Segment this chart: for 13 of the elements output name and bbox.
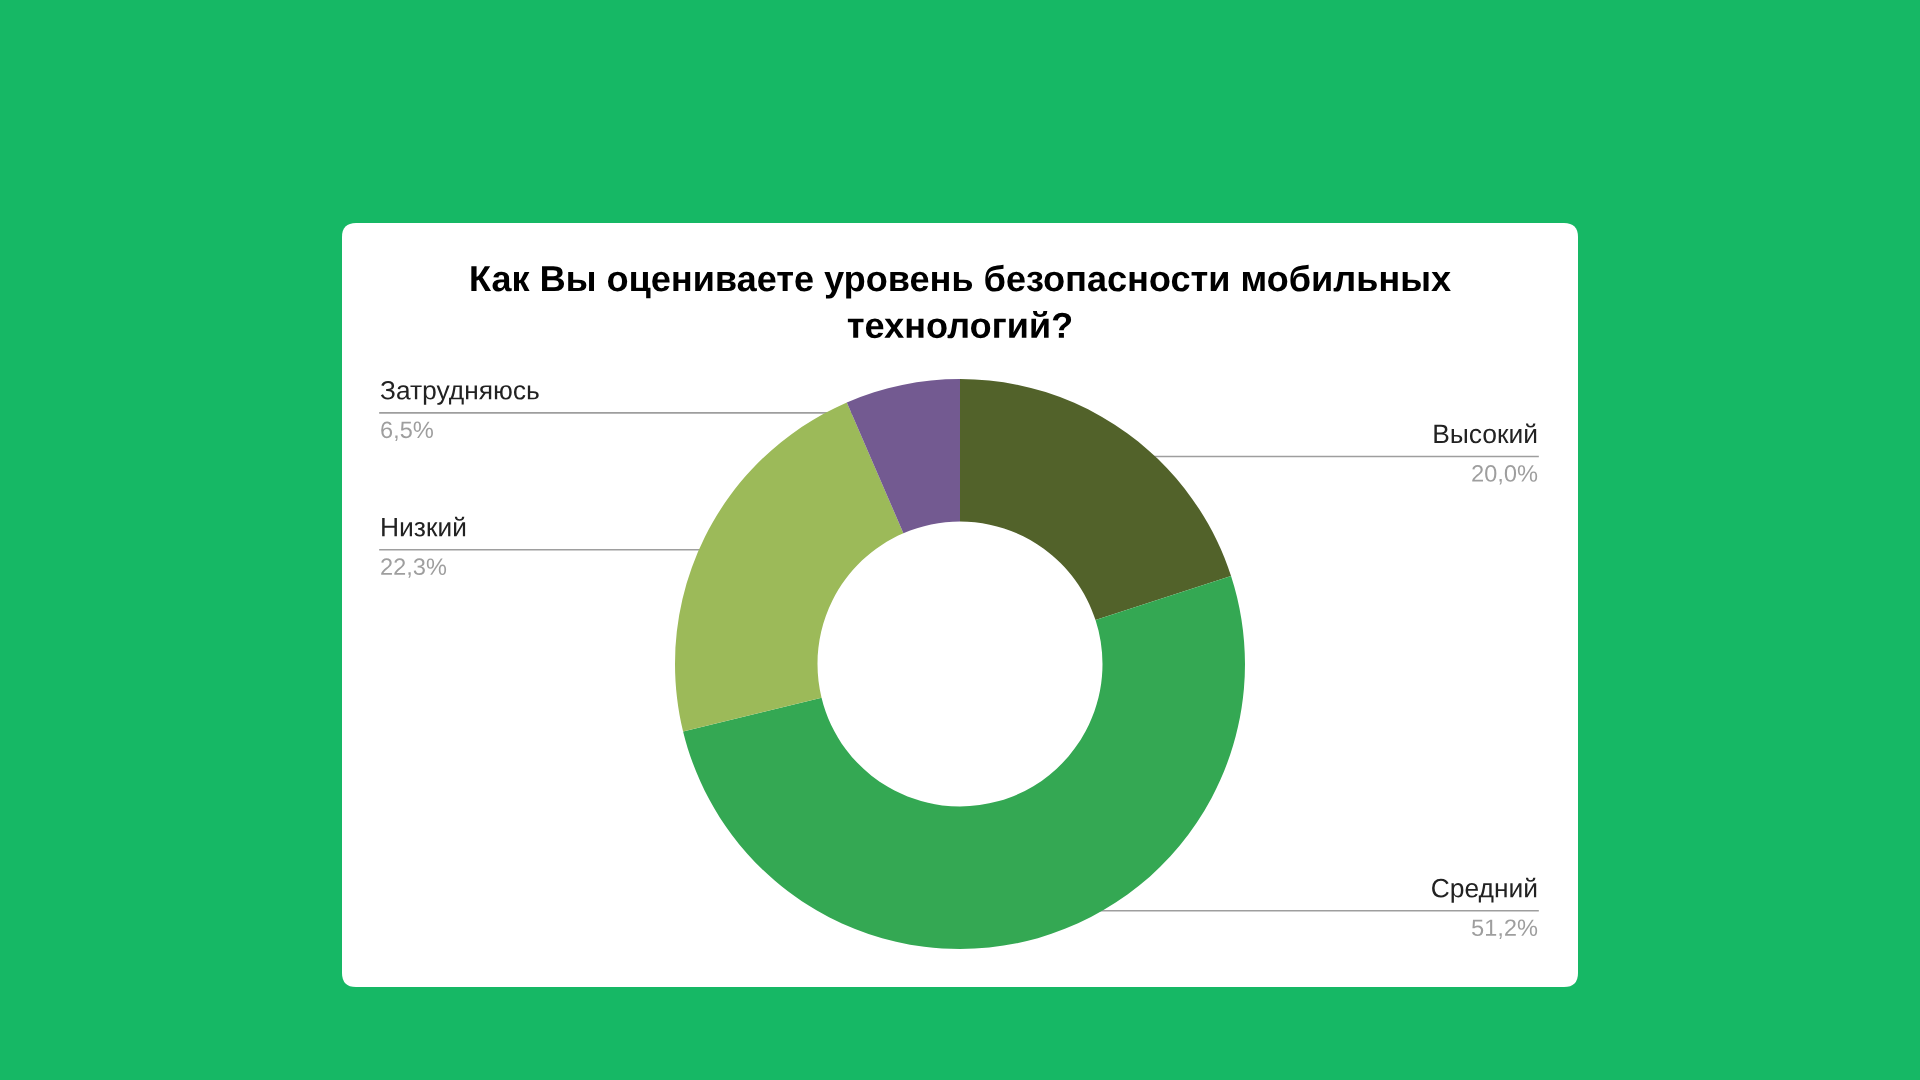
slice-label: Высокий — [1434, 423, 1537, 444]
chart-title: Как Вы оцениваете уровень безопасности мобильных технологий? — [471, 264, 1451, 339]
slice-label: Затрудняюсь — [380, 380, 539, 405]
donut-slice — [846, 379, 960, 534]
slice-label: Средний — [1432, 877, 1537, 903]
data-label: 22,3% — [381, 558, 447, 578]
data-label: 51,2% — [1472, 919, 1538, 939]
slice-label: Низкий — [382, 516, 466, 537]
data-label: 20,0% — [1472, 465, 1538, 485]
data-label: 6,5% — [381, 421, 433, 441]
donut-slice — [960, 379, 1232, 620]
donut-slice — [675, 402, 904, 732]
donut-slice — [683, 575, 1245, 949]
